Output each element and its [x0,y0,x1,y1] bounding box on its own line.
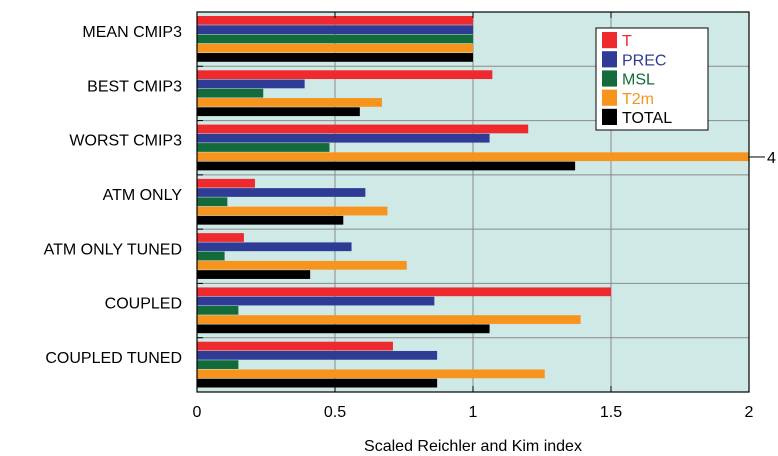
legend-label-total: TOTAL [622,110,672,127]
category-label: ATM ONLY TUNED [44,241,182,258]
bar-t-1 [197,70,493,80]
bar-msl-3 [197,197,228,207]
bar-t2m-6 [197,369,545,379]
bar-t-5 [197,287,611,297]
bar-t-6 [197,341,393,351]
x-tick-label: 2 [745,404,754,421]
bar-prec-4 [197,242,352,252]
legend-swatch-msl [602,70,617,87]
legend-swatch-t [602,32,617,49]
bar-total-4 [197,270,311,279]
bar-total-5 [197,324,490,334]
x-tick-label: 0 [193,404,202,421]
bar-prec-1 [197,79,305,89]
legend-swatch-total [602,108,617,125]
legend: T PREC MSL T2m TOTAL [595,27,709,131]
bar-t2m-5 [197,315,581,324]
annotation-label: 4 [767,150,776,167]
x-tick-label: 0.5 [324,404,346,421]
bar-t2m-4 [197,260,407,270]
x-axis-title: Scaled Reichler and Kim index [364,438,582,455]
bar-prec-2 [197,133,490,143]
bar-t2m-2 [197,152,749,162]
bar-t2m-3 [197,206,388,216]
category-label: COUPLED TUNED [45,350,182,367]
bar-msl-0 [197,34,473,44]
bar-total-2 [197,161,576,171]
axes: 0 0.5 1 1.5 2 MEAN CMIP3 BEST CMIP3 WORST CMIP3… [44,11,776,421]
x-tick-label: 1 [469,404,478,421]
bar-prec-5 [197,296,435,306]
legend-label-prec: PREC [622,52,666,69]
bar-t-2 [197,124,529,134]
bar-total-3 [197,215,344,225]
legend-swatch-t2m [602,89,617,106]
bar-prec-3 [197,188,366,197]
category-label: MEAN CMIP3 [82,24,182,41]
category-label: COUPLED [105,296,182,313]
bar-msl-5 [197,305,239,315]
legend-label-msl: MSL [622,72,655,89]
bar-prec-0 [197,25,473,35]
x-tick-label: 1.5 [600,404,622,421]
bar-t-0 [197,16,473,25]
bar-t-4 [197,233,244,242]
bar-prec-6 [197,350,438,360]
bar-t2m-1 [197,98,382,107]
bar-total-1 [197,107,360,117]
bars [197,16,749,388]
bar-msl-2 [197,143,330,152]
category-label: BEST CMIP3 [87,78,182,95]
bar-total-6 [197,378,438,388]
category-label: WORST CMIP3 [69,133,182,150]
legend-swatch-prec [602,51,617,68]
bar-t2m-0 [197,43,473,53]
legend-label-t: T [622,33,632,50]
bar-msl-6 [197,360,239,369]
legend-label-t2m: T2m [622,91,654,108]
bar-msl-4 [197,251,225,261]
bar-total-0 [197,53,473,62]
bar-msl-1 [197,88,264,98]
category-label: ATM ONLY [103,187,183,204]
bar-t-3 [197,178,255,188]
